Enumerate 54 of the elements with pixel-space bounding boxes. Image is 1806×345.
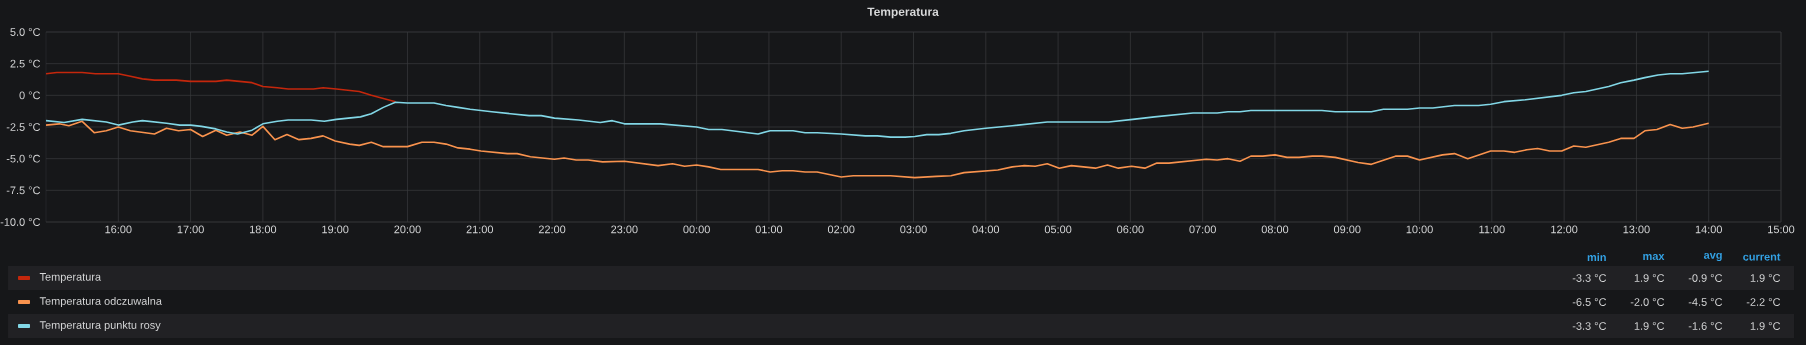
legend-label: Temperatura odczuwalna bbox=[39, 296, 162, 308]
text: avg bbox=[1703, 252, 1722, 262]
x-tick-label: 10:00 bbox=[1406, 225, 1433, 234]
chart-title: Temperatura bbox=[867, 7, 939, 19]
y-tick-label: 2.5 °C bbox=[10, 59, 41, 68]
text: -4.5 °C bbox=[1688, 298, 1723, 306]
text: -1.6 °C bbox=[1688, 322, 1723, 330]
y-tick-label: 0 °C bbox=[19, 91, 41, 100]
text: -6.5 °C bbox=[1572, 298, 1607, 306]
x-tick-label: 19:00 bbox=[322, 225, 349, 234]
y-tick-label: -10.0 °C bbox=[0, 218, 41, 226]
text: -2.0 °C bbox=[1630, 298, 1665, 306]
x-tick-label: 12:00 bbox=[1551, 225, 1578, 234]
x-tick-label: 22:00 bbox=[538, 225, 566, 234]
x-tick-label: 15:00 bbox=[1768, 225, 1795, 234]
line-series bbox=[45, 71, 397, 103]
y-tick-label: -7.5 °C bbox=[6, 186, 41, 195]
x-tick-label: 11:00 bbox=[1479, 225, 1505, 234]
x-tick-label: 13:00 bbox=[1623, 225, 1650, 234]
x-tick-label: 16:00 bbox=[105, 225, 132, 234]
text: min bbox=[1587, 253, 1606, 261]
x-tick-label: 20:00 bbox=[394, 225, 421, 234]
x-tick-label: 06:00 bbox=[1117, 225, 1144, 234]
x-tick-label: 02:00 bbox=[827, 225, 855, 234]
text: -2.2 °C bbox=[1746, 298, 1781, 306]
x-tick-label: 18:00 bbox=[250, 225, 277, 234]
x-tick-label: 09:00 bbox=[1333, 225, 1361, 234]
text: 1.9 °C bbox=[1634, 274, 1665, 282]
legend-label: Temperatura punktu rosy bbox=[39, 320, 161, 332]
legend-label: Temperatura bbox=[39, 273, 102, 283]
x-tick-label: 07:00 bbox=[1189, 225, 1216, 234]
line-series bbox=[45, 120, 1710, 179]
x-tick-label: 23:00 bbox=[611, 225, 638, 234]
text: 1.9 °C bbox=[1750, 322, 1781, 330]
text: 1.9 °C bbox=[1634, 322, 1665, 330]
x-tick-label: 08:00 bbox=[1261, 225, 1289, 234]
y-tick-label: 5.0 °C bbox=[10, 28, 41, 36]
x-tick-label: 05:00 bbox=[1044, 225, 1072, 234]
y-tick-label: -5.0 °C bbox=[6, 154, 41, 163]
x-tick-label: 03:00 bbox=[900, 225, 927, 234]
text: current bbox=[1743, 253, 1781, 261]
text: -3.3 °C bbox=[1572, 274, 1607, 282]
text: 1.9 °C bbox=[1750, 274, 1781, 282]
x-tick-label: 00:00 bbox=[683, 225, 710, 234]
x-tick-label: 21:00 bbox=[466, 225, 494, 234]
x-tick-label: 14:00 bbox=[1695, 225, 1722, 234]
x-tick-label: 04:00 bbox=[972, 225, 1000, 234]
x-tick-label: 17:00 bbox=[177, 225, 204, 234]
line-series bbox=[45, 70, 1710, 138]
y-tick-label: -2.5 °C bbox=[6, 123, 41, 131]
text: -0.9 °C bbox=[1688, 274, 1723, 282]
text: max bbox=[1643, 253, 1665, 261]
text: -3.3 °C bbox=[1572, 322, 1607, 330]
x-tick-label: 01:00 bbox=[755, 225, 783, 234]
